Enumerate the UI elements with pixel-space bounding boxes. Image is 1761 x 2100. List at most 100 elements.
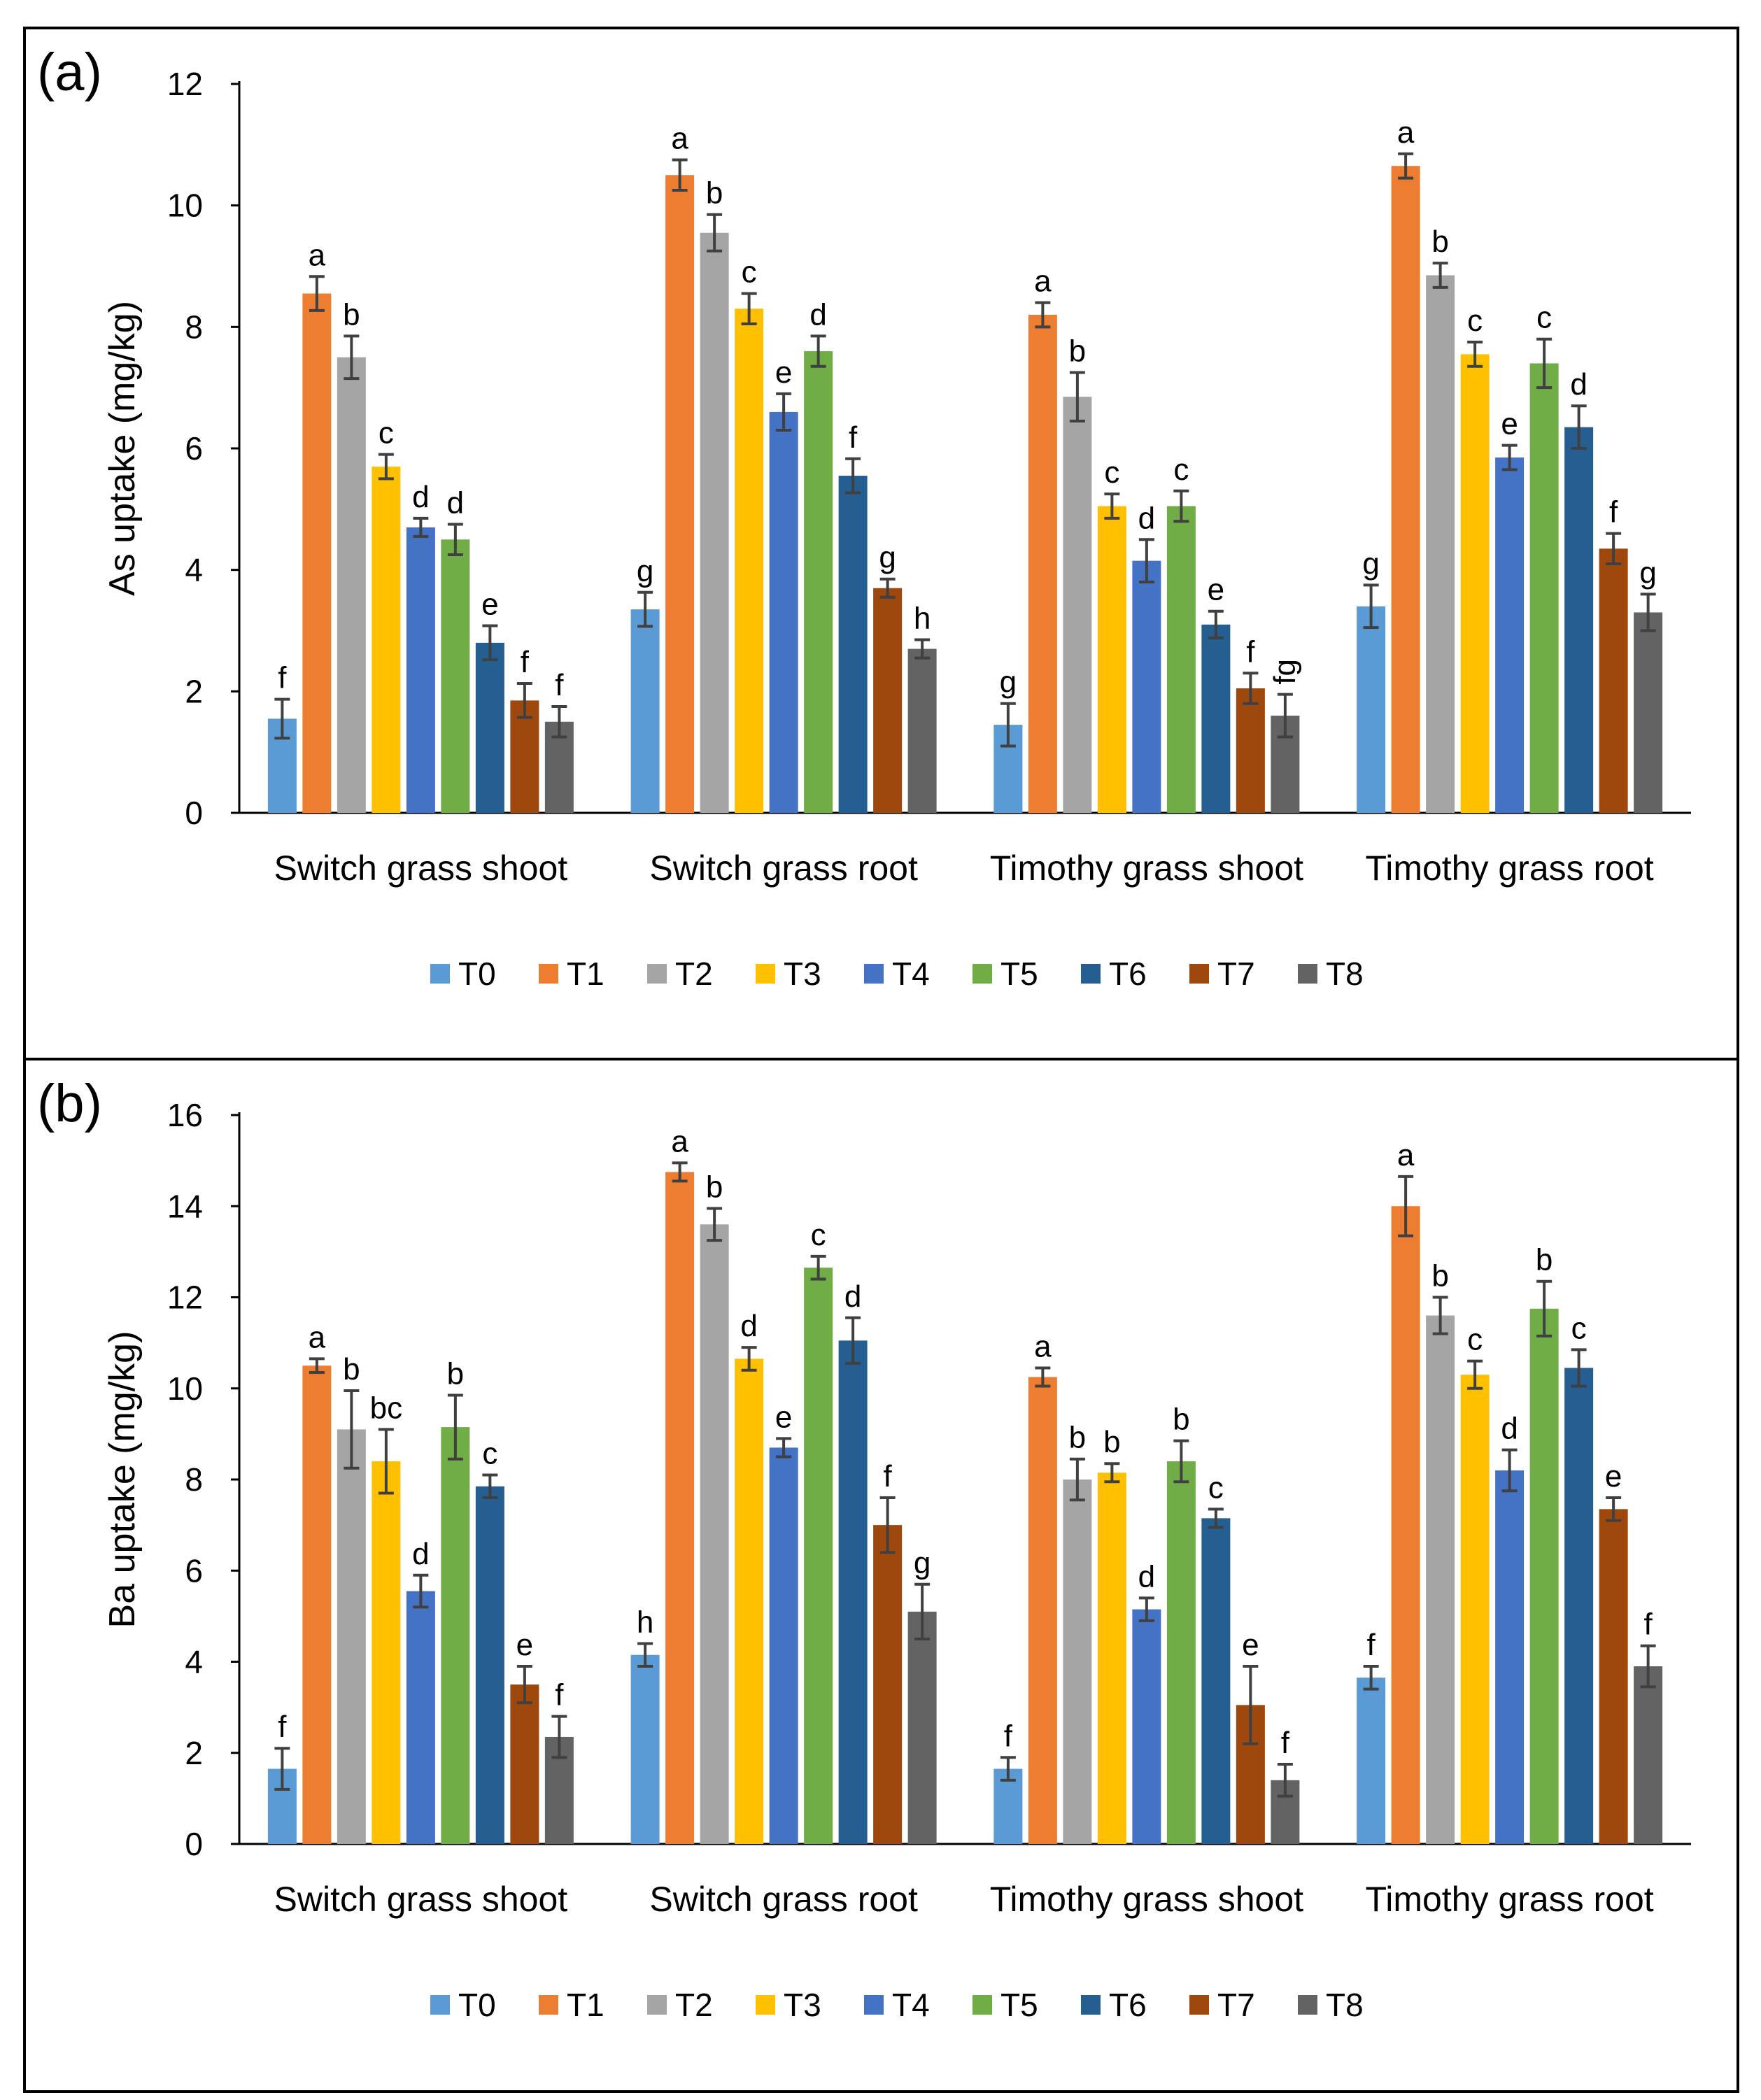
chart-b-legend-swatch-T3 xyxy=(756,1995,775,2015)
chart-b-bar-T5 xyxy=(441,1427,470,1844)
chart-a-bar-T7 xyxy=(1599,548,1628,813)
chart-a-significance-letter: g xyxy=(1639,555,1656,590)
chart-a-legend-swatch-T0 xyxy=(430,964,450,984)
chart-b-legend-label: T2 xyxy=(675,1987,713,2023)
chart-a-significance-letter: d xyxy=(809,297,826,332)
chart-a-significance-letter: d xyxy=(447,486,464,520)
chart-a-significance-letter: e xyxy=(1501,407,1518,441)
chart-b-y-tick-label: 16 xyxy=(167,1097,203,1133)
chart-b-y-tick-label: 0 xyxy=(185,1826,203,1862)
chart-b-significance-letter: d xyxy=(1501,1412,1518,1446)
chart-b-significance-letter: d xyxy=(740,1309,757,1343)
chart-b-y-tick-label: 2 xyxy=(185,1735,203,1771)
chart-b-significance-letter: b xyxy=(343,1352,360,1386)
chart-b-significance-letter: f xyxy=(1281,1726,1290,1760)
chart-b-legend-swatch-T0 xyxy=(430,1995,450,2015)
chart-a-bar-T6 xyxy=(1564,427,1594,813)
chart-b-significance-letter: b xyxy=(1431,1259,1448,1293)
chart-a-significance-letter: f xyxy=(1246,634,1255,669)
chart-a-significance-letter: d xyxy=(1138,501,1155,535)
chart-a-bar-T1 xyxy=(1028,314,1057,813)
chart-b-significance-letter: c xyxy=(1208,1470,1224,1505)
chart-b-significance-letter: e xyxy=(516,1628,533,1662)
chart-b-significance-letter: c xyxy=(1571,1311,1587,1345)
chart-a-bar-T4 xyxy=(1495,457,1525,813)
chart-b-significance-letter: b xyxy=(1173,1403,1189,1437)
chart-a-significance-letter: b xyxy=(343,297,360,332)
chart-b-significance-letter: b xyxy=(1069,1421,1086,1455)
chart-b-y-tick-label: 12 xyxy=(167,1279,203,1316)
chart-b-bar-T1 xyxy=(302,1365,332,1844)
chart-b-bar-T7 xyxy=(510,1684,539,1844)
chart-b-significance-letter: b xyxy=(1536,1243,1553,1277)
chart-a-significance-letter: b xyxy=(706,176,723,211)
chart-a-legend-label: T4 xyxy=(892,956,930,992)
chart-b-category-label: Timothy grass root xyxy=(1366,1880,1654,1919)
chart-b-legend-label: T4 xyxy=(892,1987,930,2023)
panel-a: 0 2 4 6 8 10 12 As uptake (mg/kg) f a b c d d e f f Switc… xyxy=(23,27,1739,1062)
chart-a-significance-letter: g xyxy=(1362,546,1379,581)
chart-b-y-tick-label: 10 xyxy=(167,1370,203,1407)
chart-a-bar-T5 xyxy=(1529,363,1559,813)
chart-b-bar-T6 xyxy=(1564,1368,1594,1844)
chart-b-significance-letter: d xyxy=(412,1537,429,1571)
chart-a-significance-letter: f xyxy=(278,661,287,695)
chart-b-bar-T3 xyxy=(735,1358,764,1844)
chart-b-significance-letter: b xyxy=(447,1357,464,1391)
chart-a-legend-label: T5 xyxy=(1000,956,1038,992)
chart-a-bar-T8 xyxy=(907,648,937,813)
panel-b: 0 2 4 6 8 10 12 14 16 Ba uptake (mg/kg) f a b bc d b c e f… xyxy=(23,1058,1739,2093)
chart-b-significance-letter: c xyxy=(811,1218,826,1252)
chart-a-bar-T6 xyxy=(475,642,504,813)
chart-a-legend-swatch-T7 xyxy=(1189,964,1209,984)
chart-a-bar-T3 xyxy=(1097,506,1126,813)
chart-b-significance-letter: d xyxy=(844,1279,861,1314)
chart-b-bar-T3 xyxy=(1460,1375,1490,1844)
chart-b-legend-swatch-T8 xyxy=(1298,1995,1317,2015)
chart-a-bar-T1 xyxy=(1391,166,1420,814)
chart-b-category-label: Switch grass root xyxy=(649,1880,918,1919)
chart-a-significance-letter: f xyxy=(849,420,858,455)
chart-a-bar-T5 xyxy=(804,351,833,814)
chart-b-significance-letter: e xyxy=(1242,1628,1259,1662)
chart-a-bar-T3 xyxy=(735,308,764,813)
chart-a-significance-letter: fg xyxy=(1268,659,1302,685)
chart-a-significance-letter: c xyxy=(1104,455,1119,490)
chart-a-legend-label: T6 xyxy=(1109,956,1147,992)
chart-b-significance-letter: f xyxy=(1644,1608,1653,1642)
chart-a-significance-letter: a xyxy=(309,238,326,272)
chart-a-y-tick-label: 8 xyxy=(185,308,203,345)
chart-a-bar-T2 xyxy=(700,232,729,813)
chart-b-bar-T8 xyxy=(907,1611,937,1844)
chart-a-bar-T3 xyxy=(372,467,401,813)
chart-b-bar-T7 xyxy=(1599,1509,1628,1844)
chart-b-legend-label: T6 xyxy=(1109,1987,1147,2023)
chart-a-legend-swatch-T3 xyxy=(756,964,775,984)
chart-a-significance-letter: g xyxy=(637,554,653,588)
chart-a-legend-swatch-T4 xyxy=(864,964,884,984)
chart-b-bar-T3 xyxy=(1097,1473,1126,1844)
chart-a-y-tick-label: 6 xyxy=(185,430,203,467)
chart-a-significance-letter: c xyxy=(1173,453,1189,487)
chart-b-significance-letter: a xyxy=(309,1320,326,1354)
chart-b-significance-letter: a xyxy=(671,1124,688,1158)
chart-a-significance-letter: a xyxy=(671,122,688,156)
chart-b-significance-letter: f xyxy=(278,1710,287,1744)
chart-a-bar-T7 xyxy=(873,588,903,813)
chart-a-legend-swatch-T6 xyxy=(1081,964,1101,984)
chart-b-bar-T0 xyxy=(1357,1677,1386,1844)
chart-b-bar-T1 xyxy=(1028,1377,1057,1844)
chart-a-bar-T0 xyxy=(630,609,660,813)
chart-a-significance-letter: g xyxy=(1000,665,1017,700)
chart-b-legend-swatch-T7 xyxy=(1189,1995,1209,2015)
chart-a-significance-letter: a xyxy=(1034,264,1052,299)
chart-a-bar-T7 xyxy=(1236,688,1265,813)
chart-b-significance-letter: f xyxy=(1367,1628,1376,1662)
chart-a-category-label: Switch grass root xyxy=(649,849,918,888)
chart-a-significance-letter: b xyxy=(1431,225,1448,259)
chart-b-significance-letter: c xyxy=(1467,1323,1483,1357)
chart-a-legend-label: T8 xyxy=(1326,956,1364,992)
chart-a-legend-label: T0 xyxy=(458,956,496,992)
chart-b-significance-letter: bc xyxy=(370,1391,402,1425)
